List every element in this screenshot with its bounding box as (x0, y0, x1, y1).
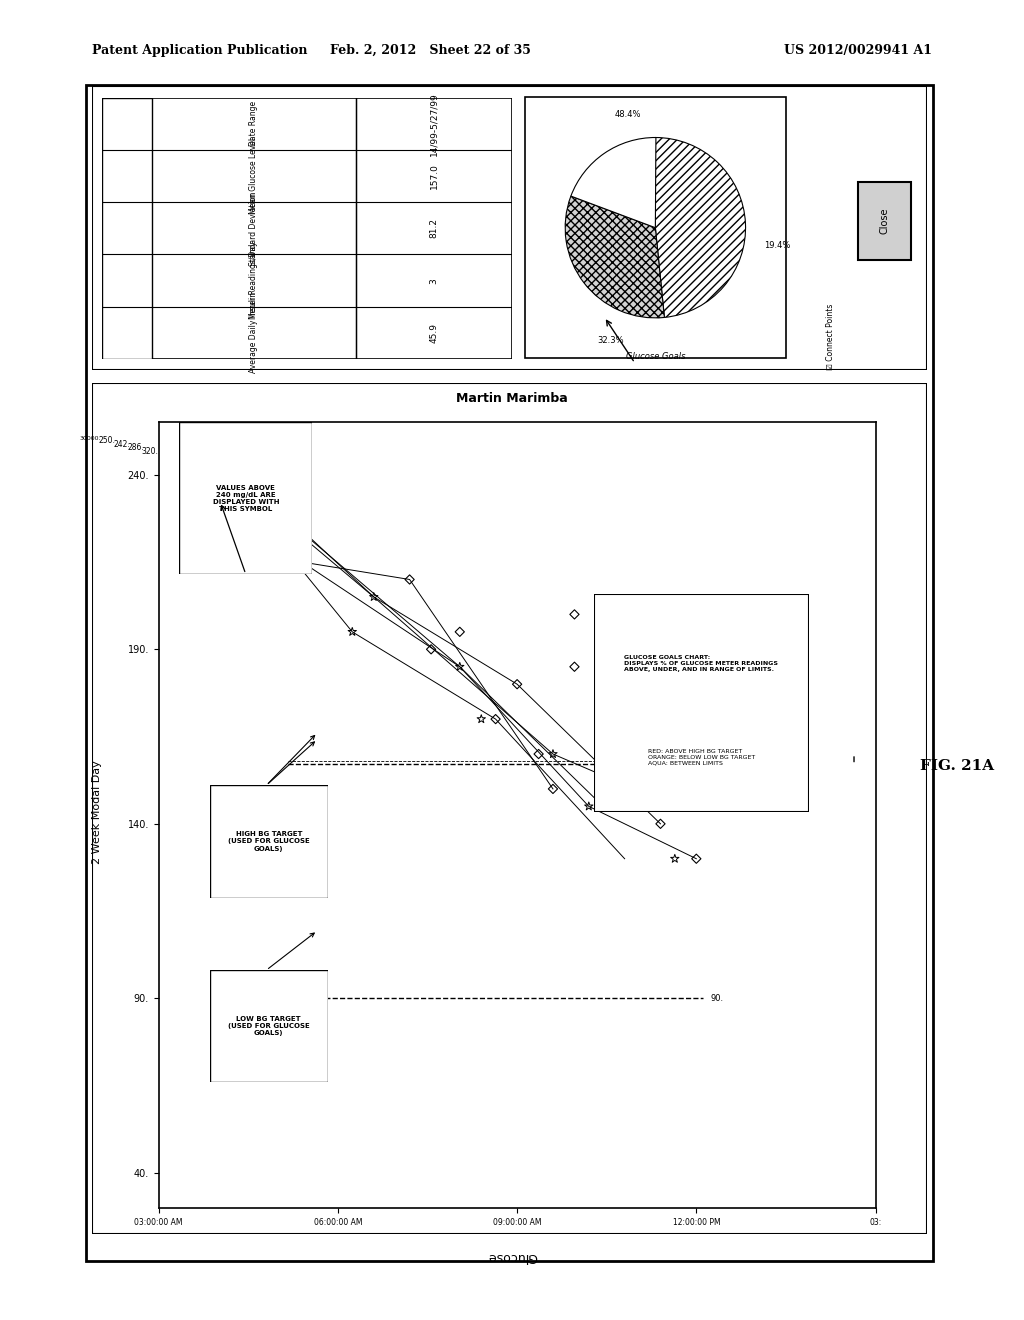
Point (423, 639, 439, 660)
Wedge shape (571, 137, 656, 227)
Point (631, 796, 647, 817)
FancyBboxPatch shape (524, 96, 786, 359)
Text: Glucose Goals: Glucose Goals (626, 352, 685, 362)
Wedge shape (565, 197, 665, 318)
Text: GLUCOSE GOALS CHART:
DISPLAYS % OF GLUCOSE METER READINGS
ABOVE, UNDER, AND IN R: GLUCOSE GOALS CHART: DISPLAYS % OF GLUCO… (625, 656, 778, 672)
Point (616, 726, 633, 747)
FancyBboxPatch shape (102, 98, 512, 359)
Text: Feb. 2, 2012   Sheet 22 of 35: Feb. 2, 2012 Sheet 22 of 35 (330, 44, 530, 57)
Text: Glucose: Glucose (487, 1250, 537, 1263)
Point (294, 552, 310, 573)
FancyBboxPatch shape (179, 422, 312, 574)
Text: US 2012/0029941 A1: US 2012/0029941 A1 (783, 44, 932, 57)
Text: 3: 3 (430, 277, 438, 284)
Text: Date Range: Date Range (250, 102, 258, 147)
FancyBboxPatch shape (858, 182, 911, 260)
Text: 19.4%: 19.4% (764, 242, 791, 251)
FancyBboxPatch shape (210, 970, 328, 1082)
Text: 2 Week Modal Day: 2 Week Modal Day (92, 760, 102, 863)
Point (667, 849, 683, 870)
Point (545, 779, 561, 800)
Text: VALUES ABOVE
240 mg/dL ARE
DISPLAYED WITH
THIS SYMBOL: VALUES ABOVE 240 mg/dL ARE DISPLAYED WIT… (213, 484, 279, 512)
Point (581, 796, 597, 817)
Point (194, 437, 210, 458)
Text: 45.9: 45.9 (430, 323, 438, 343)
Text: Close: Close (880, 207, 890, 235)
Text: 286.: 286. (128, 444, 144, 453)
Point (179, 429, 196, 450)
Text: LOW BG TARGET
(USED FOR GLUCOSE
GOALS): LOW BG TARGET (USED FOR GLUCOSE GOALS) (228, 1016, 309, 1036)
Point (566, 603, 583, 624)
Text: 157.: 157. (610, 760, 629, 770)
Text: 30000.: 30000. (80, 436, 101, 441)
Text: 48.4%: 48.4% (615, 111, 642, 119)
Point (595, 692, 611, 713)
FancyBboxPatch shape (92, 86, 927, 370)
Text: ☑ Connect Points: ☑ Connect Points (825, 304, 835, 370)
Text: 320.: 320. (142, 446, 159, 455)
Point (688, 849, 705, 870)
Text: 157.0: 157.0 (430, 164, 438, 189)
Point (652, 813, 669, 834)
Point (530, 743, 547, 764)
Point (222, 433, 239, 454)
Text: Meter Readings/Day: Meter Readings/Day (250, 242, 258, 319)
Text: Patent Application Publication: Patent Application Publication (92, 44, 307, 57)
Point (566, 656, 583, 677)
FancyBboxPatch shape (210, 785, 328, 898)
Point (401, 569, 418, 590)
Text: 81.2: 81.2 (430, 218, 438, 239)
Text: 242.: 242. (114, 440, 130, 449)
Point (487, 709, 504, 730)
Text: 14/99-5/27/99: 14/99-5/27/99 (430, 92, 438, 156)
Point (452, 656, 468, 677)
Text: 32.3%: 32.3% (597, 337, 624, 345)
Text: RED: ABOVE HIGH BG TARGET
ORANGE: BELOW LOW BG TARGET
AQUA: BETWEEN LIMITS: RED: ABOVE HIGH BG TARGET ORANGE: BELOW … (648, 748, 755, 766)
Point (473, 709, 489, 730)
Text: Martin Marimba: Martin Marimba (456, 392, 568, 405)
Text: Mean Glucose Level: Mean Glucose Level (250, 139, 258, 214)
Text: 90.: 90. (711, 994, 724, 1003)
FancyBboxPatch shape (102, 98, 152, 359)
Text: Standard Deviation: Standard Deviation (250, 191, 258, 265)
Text: 250.: 250. (99, 437, 116, 445)
Point (344, 622, 360, 643)
Point (509, 673, 525, 694)
Text: Average Daily Insulin: Average Daily Insulin (250, 292, 258, 374)
Text: HIGH BG TARGET
(USED FOR GLUCOSE
GOALS): HIGH BG TARGET (USED FOR GLUCOSE GOALS) (228, 832, 309, 851)
Text: FIG. 21A: FIG. 21A (921, 759, 994, 772)
Point (452, 622, 468, 643)
Point (208, 440, 224, 461)
Wedge shape (655, 137, 745, 317)
FancyBboxPatch shape (92, 383, 927, 1234)
Point (366, 586, 382, 607)
FancyBboxPatch shape (594, 594, 809, 812)
Text: 158.: 158. (610, 777, 629, 787)
Point (545, 743, 561, 764)
FancyBboxPatch shape (86, 84, 933, 1261)
